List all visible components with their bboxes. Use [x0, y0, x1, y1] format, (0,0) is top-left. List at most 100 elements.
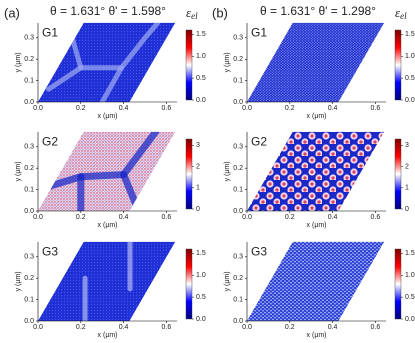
y-axis-label: y (μm) — [224, 271, 231, 291]
y-tick-label: 0.1 — [233, 296, 243, 303]
x-tick-label: 0.6 — [371, 214, 381, 221]
colorbar-tick-label: 0.5 — [196, 294, 206, 301]
y-tick-label: 0.0 — [233, 208, 243, 215]
title-box — [40, 25, 60, 40]
colorbar-label: εel — [186, 5, 198, 21]
colorbar-tick-label: 1.5 — [405, 31, 415, 38]
y-tick-label: 0.3 — [233, 35, 243, 42]
y-tick-label: 0.2 — [24, 56, 34, 63]
colorbar — [394, 248, 402, 320]
heatmap-area — [247, 131, 385, 211]
x-tick-label: 0.0 — [242, 105, 252, 112]
x-tick-label: 0.4 — [119, 105, 129, 112]
colorbar-tick-label: 2 — [405, 163, 409, 170]
colorbar — [185, 29, 193, 101]
heatmap-panel: 0.0 0.2 0.4 0.6 0.0 0.1 0.2 0.3 x (μm) y (μm) G1 0.… — [15, 22, 206, 120]
y-tick-label: 0.2 — [24, 165, 34, 172]
colorbar-tick-label: 1.5 — [196, 250, 206, 257]
panel-title: G3 — [251, 244, 267, 258]
y-tick-label: 0.0 — [24, 318, 34, 325]
x-tick-label: 0.2 — [76, 105, 86, 112]
title-box — [40, 244, 60, 259]
y-tick-label: 0.1 — [24, 296, 34, 303]
x-tick-label: 0.6 — [371, 324, 381, 331]
y-axis-label: y (μm) — [15, 161, 22, 181]
y-tick-label: 0.3 — [24, 144, 34, 151]
x-tick-label: 0.6 — [371, 105, 381, 112]
y-tick-label: 0.2 — [233, 56, 243, 63]
y-axis-label: y (μm) — [15, 271, 22, 291]
colorbar-tick-label: 1.0 — [196, 272, 206, 279]
colorbar-subscript: el — [400, 11, 407, 21]
y-axis-label: y (μm) — [15, 52, 22, 72]
y-tick-label: 0.0 — [233, 318, 243, 325]
y-tick-label: 0.1 — [233, 77, 243, 84]
y-tick-label: 0.2 — [233, 165, 243, 172]
colorbar-tick-label: 1 — [405, 185, 409, 192]
y-tick-label: 0.1 — [24, 186, 34, 193]
y-tick-label: 0.3 — [24, 35, 34, 42]
colorbar-tick-label: 1.5 — [405, 250, 415, 257]
x-tick-label: 0.4 — [328, 105, 338, 112]
x-axis-label: x (μm) — [307, 113, 327, 120]
y-tick-label: 0.1 — [233, 186, 243, 193]
x-axis-label: x (μm) — [307, 222, 327, 229]
x-tick-label: 0.0 — [33, 105, 43, 112]
x-tick-label: 0.6 — [162, 324, 172, 331]
domain-wall — [99, 65, 124, 102]
title-box — [249, 134, 269, 149]
x-tick-label: 0.4 — [119, 324, 129, 331]
x-tick-label: 0.4 — [328, 324, 338, 331]
heatmap-panel: 0.0 0.2 0.4 0.6 0.0 0.1 0.2 0.3 x (μm) y (μm) G3 0.… — [224, 241, 415, 339]
colorbar-tick-label: 0.0 — [196, 316, 206, 323]
heatmap-panel: 0.0 0.2 0.4 0.6 0.0 0.1 0.2 0.3 x (μm) y (μm) G3 0.… — [15, 241, 206, 339]
panel-label: (b) — [212, 5, 228, 20]
heatmap-area — [38, 241, 176, 321]
heatmap-panel: 0.0 0.2 0.4 0.6 0.0 0.1 0.2 0.3 x (μm) y (μm) G2 0 1… — [224, 131, 409, 229]
x-tick-label: 0.2 — [285, 214, 295, 221]
heatmap-panel: 0.0 0.2 0.4 0.6 0.0 0.1 0.2 0.3 x (μm) y (μm) G1 0.… — [224, 22, 415, 120]
heatmap-area — [247, 241, 385, 321]
colorbar-tick-label: 1.5 — [196, 31, 206, 38]
colorbar-tick-label: 0.5 — [405, 75, 415, 82]
colorbar-tick-label: 3 — [196, 142, 200, 149]
panel-title: G2 — [42, 134, 58, 148]
y-tick-label: 0.2 — [233, 275, 243, 282]
x-axis-label: x (μm) — [307, 332, 327, 339]
colorbar-tick-label: 0.5 — [405, 294, 415, 301]
domain-wall — [120, 131, 160, 179]
column-title: θ = 1.631° θ' = 1.298° — [260, 4, 376, 18]
column-title: θ = 1.631° θ' = 1.598° — [50, 4, 166, 18]
colorbar-tick-label: 2 — [196, 163, 200, 170]
y-tick-label: 0.2 — [24, 275, 34, 282]
x-tick-label: 0.2 — [76, 324, 86, 331]
x-tick-label: 0.0 — [33, 214, 43, 221]
colorbar-tick-label: 0 — [196, 206, 200, 213]
y-tick-label: 0.3 — [24, 254, 34, 261]
y-tick-label: 0.3 — [233, 144, 243, 151]
y-tick-label: 0.1 — [24, 77, 34, 84]
panel-label: (a) — [4, 5, 20, 20]
x-tick-label: 0.4 — [119, 214, 129, 221]
x-tick-label: 0.4 — [328, 214, 338, 221]
colorbar — [394, 138, 402, 210]
colorbar-subscript: el — [191, 11, 198, 21]
y-tick-label: 0.3 — [233, 254, 243, 261]
colorbar-tick-label: 0.0 — [196, 97, 206, 104]
x-tick-label: 0.0 — [242, 214, 252, 221]
domain-wall — [77, 171, 128, 181]
colorbar-tick-label: 1.0 — [405, 53, 415, 60]
colorbar-tick-label: 1.0 — [405, 272, 415, 279]
y-tick-label: 0.0 — [24, 99, 34, 106]
colorbar — [394, 29, 402, 101]
colorbar — [185, 248, 193, 320]
colorbar-tick-label: 0.0 — [405, 316, 415, 323]
colorbar — [185, 138, 193, 210]
x-tick-label: 0.2 — [285, 324, 295, 331]
x-tick-label: 0.2 — [76, 214, 86, 221]
y-axis-label: y (μm) — [224, 52, 231, 72]
panel-title: G1 — [42, 25, 58, 39]
panel-title: G2 — [251, 134, 267, 148]
colorbar-tick-label: 1 — [196, 185, 200, 192]
x-tick-label: 0.0 — [242, 324, 252, 331]
